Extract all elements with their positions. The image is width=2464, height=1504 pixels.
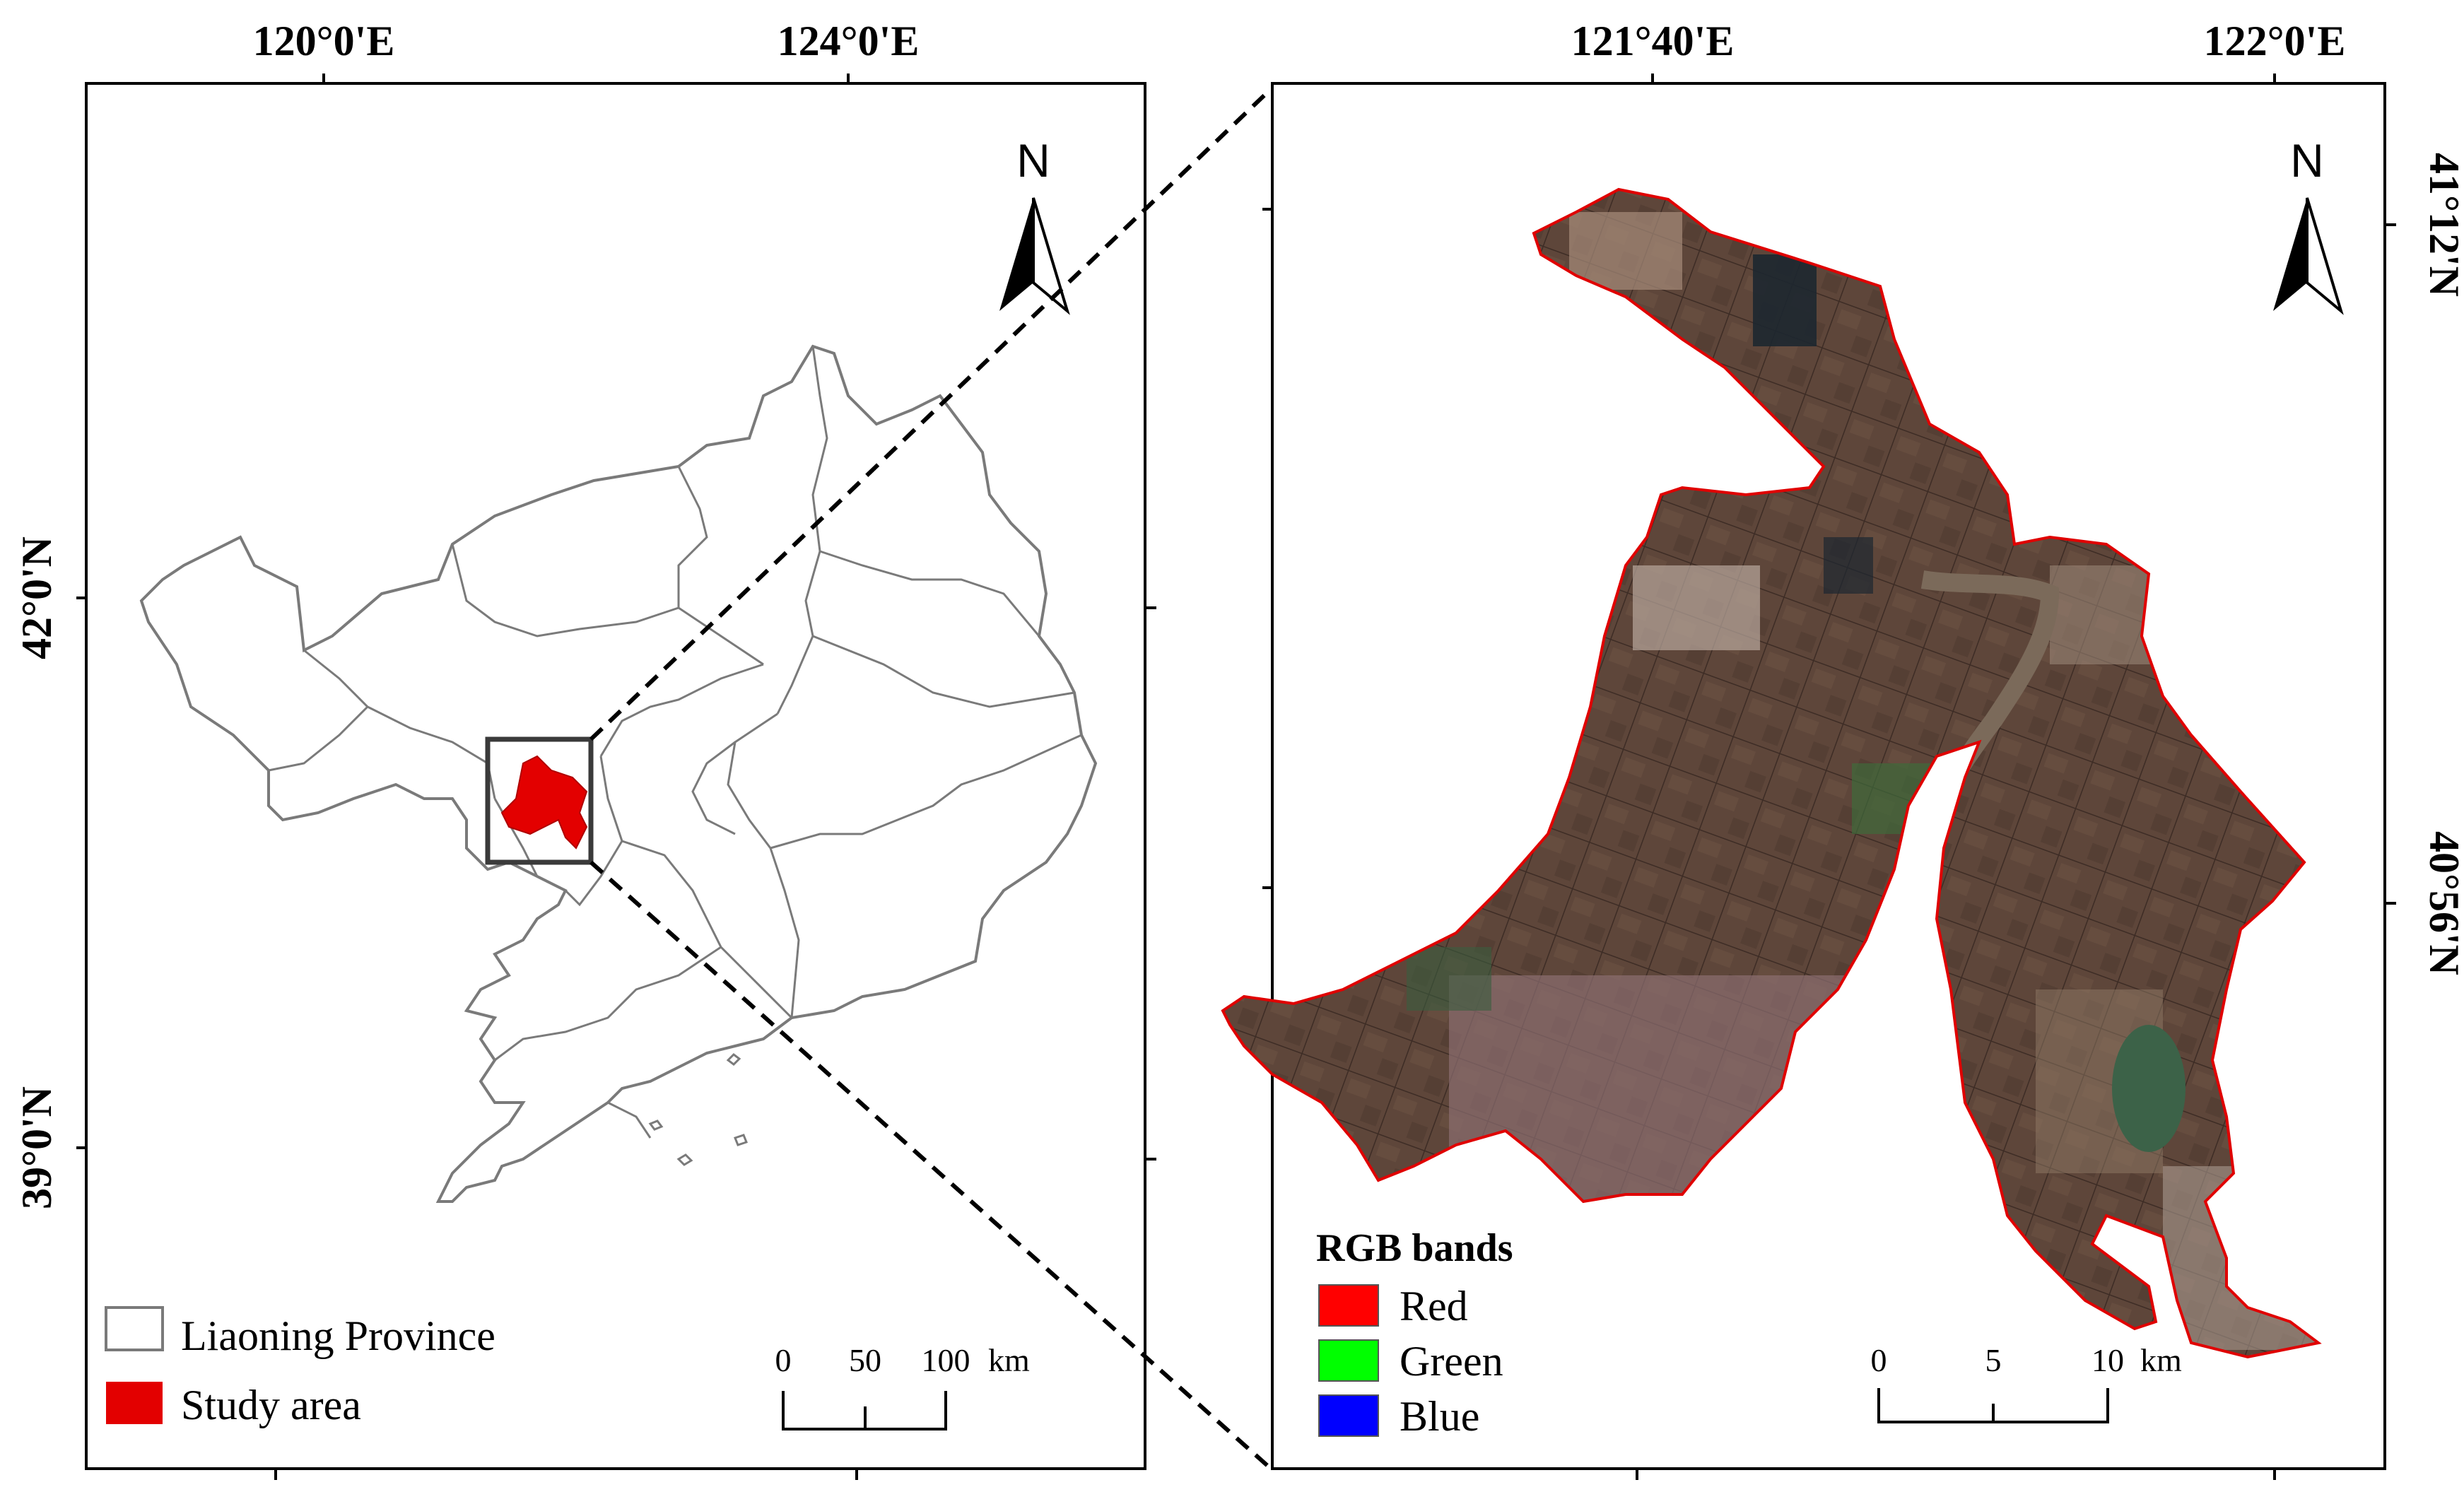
left-top-tick-label: 120°0'E xyxy=(253,18,395,64)
right-side-tick-label: 41°12'N xyxy=(2421,153,2464,297)
left-map-panel: 120°0'E 124°0'E 42°0'N 39°0'N xyxy=(13,18,1156,1480)
left-scale-bar: 0 50 100 km xyxy=(775,1342,1030,1430)
left-side-tick-label: 39°0'N xyxy=(13,1086,60,1209)
islands xyxy=(648,1053,748,1166)
study-area-boundary xyxy=(1221,187,2322,1359)
right-top-tick-label: 121°40'E xyxy=(1571,18,1735,64)
legend-swatch-green xyxy=(1318,1339,1379,1382)
study-area-shape xyxy=(500,755,588,850)
scale-unit: km xyxy=(2140,1342,2182,1378)
scale-label: 50 xyxy=(849,1342,881,1378)
right-scale-bar: 0 5 10 km xyxy=(1871,1342,2182,1423)
north-arrow-right: N xyxy=(2273,134,2344,315)
scale-label: 0 xyxy=(775,1342,792,1378)
legend-title: RGB bands xyxy=(1316,1226,1513,1270)
right-ticks xyxy=(1262,74,2396,1480)
legend-swatch-study xyxy=(106,1382,163,1424)
scale-label: 0 xyxy=(1871,1342,1887,1378)
legend-swatch-province xyxy=(105,1306,164,1351)
liaoning-province-outline xyxy=(139,344,1098,1203)
legend-label: Red xyxy=(1400,1283,1468,1329)
right-side-tick-label: 40°56'N xyxy=(2421,831,2464,975)
legend-swatch-blue xyxy=(1318,1394,1379,1437)
north-arrow-left: N xyxy=(999,134,1070,315)
right-map-panel: 121°40'E 122°0'E 41°12'N 40°56'N xyxy=(1221,18,2464,1480)
left-ticks xyxy=(76,74,1156,1480)
legend-label: Study area xyxy=(181,1382,361,1428)
legend-label: Liaoning Province xyxy=(181,1312,495,1359)
inset-connectors xyxy=(589,87,1273,1471)
north-arrow-label: N xyxy=(1016,134,1050,187)
scale-label: 10 xyxy=(2092,1342,2124,1378)
scale-label: 100 xyxy=(922,1342,970,1378)
legend-label: Blue xyxy=(1400,1393,1479,1440)
scale-label: 5 xyxy=(1985,1342,2002,1378)
legend-swatch-red xyxy=(1318,1284,1379,1327)
left-side-tick-label: 42°0'N xyxy=(13,536,60,659)
inset-frame xyxy=(485,736,594,865)
left-top-tick-label: 124°0'E xyxy=(778,18,920,64)
legend-label: Green xyxy=(1400,1338,1503,1385)
scale-unit: km xyxy=(988,1342,1030,1378)
north-arrow-label: N xyxy=(2290,134,2324,187)
left-legend: Liaoning Province Study area xyxy=(105,1306,495,1428)
city-boundaries xyxy=(268,346,1082,1139)
right-top-tick-label: 122°0'E xyxy=(2204,18,2346,64)
rgb-legend: RGB bands Red Green Blue xyxy=(1316,1226,1513,1440)
